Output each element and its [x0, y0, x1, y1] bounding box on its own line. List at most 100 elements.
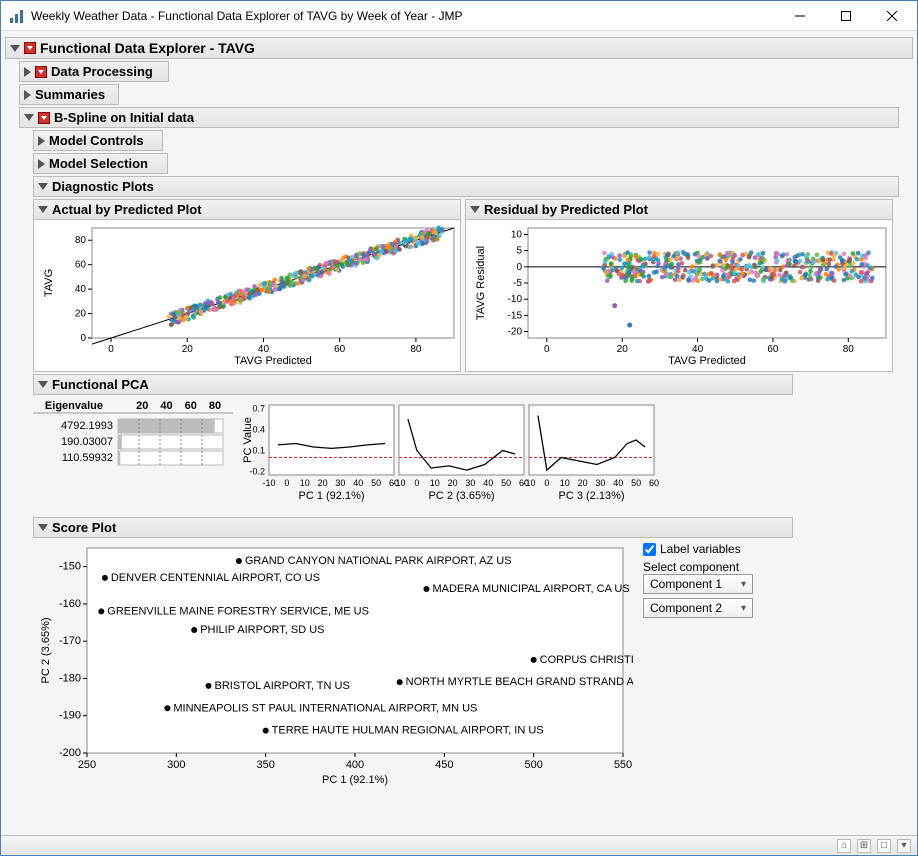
- svg-text:DENVER CENTENNIAL AIRPORT, CO: DENVER CENTENNIAL AIRPORT, CO US: [111, 572, 320, 584]
- eigenvalue-chart[interactable]: Eigenvalue204060804792.1993190.03007110.…: [33, 395, 233, 485]
- section-label: Score Plot: [52, 520, 116, 535]
- minimize-button[interactable]: [777, 2, 823, 30]
- svg-text:4792.1993: 4792.1993: [61, 420, 113, 432]
- diagnostic-plots-row: Actual by Predicted Plot 020406080020406…: [33, 199, 913, 372]
- title-bar: Weekly Weather Data - Functional Data Ex…: [1, 1, 917, 31]
- svg-text:0: 0: [544, 478, 549, 488]
- status-grid-icon[interactable]: ⊞: [857, 839, 871, 853]
- svg-text:300: 300: [167, 759, 185, 771]
- app-window: Weekly Weather Data - Functional Data Ex…: [0, 0, 918, 856]
- svg-text:-200: -200: [59, 747, 81, 759]
- select-component-label: Select component: [643, 560, 753, 574]
- status-menu-icon[interactable]: ▾: [897, 839, 911, 853]
- section-data-processing[interactable]: Data Processing: [19, 61, 169, 82]
- svg-text:10: 10: [560, 478, 570, 488]
- section-title: Functional Data Explorer - TAVG: [40, 40, 255, 56]
- svg-text:-160: -160: [59, 598, 81, 610]
- svg-text:60: 60: [334, 344, 346, 355]
- section-label: Functional PCA: [52, 377, 149, 392]
- combo-value: Component 2: [650, 601, 722, 615]
- residual-by-predicted-panel: Residual by Predicted Plot 020406080-20-…: [465, 199, 893, 372]
- svg-text:20: 20: [75, 309, 87, 320]
- svg-text:10: 10: [300, 478, 310, 488]
- close-icon: [887, 11, 897, 21]
- component2-combo[interactable]: Component 2 ▾: [643, 598, 753, 618]
- residual-by-predicted-chart[interactable]: 020406080-20-15-10-50510TAVG PredictedTA…: [466, 220, 892, 368]
- svg-text:40: 40: [160, 400, 172, 412]
- svg-text:PC 3 (2.13%): PC 3 (2.13%): [558, 490, 624, 502]
- section-main[interactable]: Functional Data Explorer - TAVG: [5, 37, 913, 59]
- svg-text:-10: -10: [508, 294, 523, 305]
- svg-text:40: 40: [353, 478, 363, 488]
- section-score-plot[interactable]: Score Plot: [33, 517, 793, 538]
- svg-text:80: 80: [209, 400, 221, 412]
- svg-text:GREENVILLE MAINE FORESTRY SERV: GREENVILLE MAINE FORESTRY SERVICE, ME US: [107, 605, 369, 617]
- svg-text:20: 20: [448, 478, 458, 488]
- status-home-icon[interactable]: ⌂: [837, 839, 851, 853]
- svg-text:-10: -10: [392, 478, 405, 488]
- svg-text:450: 450: [435, 759, 453, 771]
- svg-text:TAVG Predicted: TAVG Predicted: [234, 355, 312, 367]
- svg-text:MADERA MUNICIPAL AIRPORT, CA U: MADERA MUNICIPAL AIRPORT, CA US: [432, 583, 629, 595]
- svg-text:-10: -10: [262, 478, 275, 488]
- status-box-icon[interactable]: □: [877, 839, 891, 853]
- section-bspline[interactable]: B-Spline on Initial data: [19, 107, 899, 128]
- checkbox-label: Label variables: [660, 542, 741, 556]
- plot-title-label: Actual by Predicted Plot: [52, 202, 202, 217]
- section-label: Diagnostic Plots: [52, 179, 154, 194]
- app-icon: [9, 8, 25, 24]
- plot-title[interactable]: Actual by Predicted Plot: [34, 200, 460, 220]
- svg-text:-0.2: -0.2: [249, 467, 265, 477]
- svg-text:10: 10: [511, 229, 523, 240]
- chevron-down-icon: [24, 114, 34, 121]
- maximize-button[interactable]: [823, 2, 869, 30]
- chevron-down-icon: ▾: [741, 579, 746, 590]
- svg-text:60: 60: [185, 400, 197, 412]
- svg-text:0: 0: [544, 344, 550, 355]
- svg-text:-15: -15: [508, 310, 523, 321]
- svg-text:TAVG Predicted: TAVG Predicted: [668, 355, 746, 367]
- section-functional-pca[interactable]: Functional PCA: [33, 374, 793, 395]
- checkbox-input[interactable]: [643, 543, 656, 556]
- chevron-down-icon: [38, 381, 48, 388]
- section-label: Model Selection: [49, 156, 148, 171]
- plot-title[interactable]: Residual by Predicted Plot: [466, 200, 892, 220]
- plot-title-label: Residual by Predicted Plot: [484, 202, 648, 217]
- svg-text:40: 40: [692, 344, 704, 355]
- section-summaries[interactable]: Summaries: [19, 84, 119, 105]
- chevron-right-icon: [38, 136, 45, 146]
- svg-text:60: 60: [767, 344, 779, 355]
- score-plot-controls: Label variables Select component Compone…: [643, 538, 753, 788]
- svg-text:80: 80: [843, 344, 855, 355]
- chevron-down-icon: [38, 524, 48, 531]
- minimize-icon: [795, 11, 805, 21]
- score-plot-chart[interactable]: 250300350400450500550-200-190-180-170-16…: [33, 538, 633, 788]
- chevron-right-icon: [24, 90, 31, 100]
- svg-text:30: 30: [465, 478, 475, 488]
- svg-text:250: 250: [78, 759, 96, 771]
- section-diagnostic[interactable]: Diagnostic Plots: [33, 176, 899, 197]
- label-variables-checkbox[interactable]: Label variables: [643, 542, 753, 556]
- component1-combo[interactable]: Component 1 ▾: [643, 574, 753, 594]
- svg-text:-180: -180: [59, 672, 81, 684]
- pc-curves-chart[interactable]: PC Value-0.20.10.40.7-100102030405060PC …: [239, 395, 669, 515]
- close-button[interactable]: [869, 2, 915, 30]
- red-menu-icon[interactable]: [24, 42, 36, 54]
- svg-text:0: 0: [108, 344, 114, 355]
- svg-text:80: 80: [75, 235, 87, 246]
- svg-text:20: 20: [318, 478, 328, 488]
- section-label: B-Spline on Initial data: [54, 110, 194, 125]
- actual-by-predicted-chart[interactable]: 020406080020406080TAVG PredictedTAVG: [34, 220, 460, 368]
- section-model-controls[interactable]: Model Controls: [33, 130, 163, 151]
- window-buttons: [777, 2, 915, 30]
- svg-text:20: 20: [578, 478, 588, 488]
- section-model-selection[interactable]: Model Selection: [33, 153, 168, 174]
- section-label: Model Controls: [49, 133, 144, 148]
- svg-text:TAVG: TAVG: [43, 269, 55, 297]
- svg-text:60: 60: [649, 478, 659, 488]
- svg-text:0.1: 0.1: [252, 446, 265, 456]
- svg-text:NORTH MYRTLE BEACH GRAND STRAN: NORTH MYRTLE BEACH GRAND STRAND AIRPORT,…: [406, 676, 633, 688]
- section-label: Data Processing: [51, 64, 153, 79]
- red-menu-icon[interactable]: [35, 66, 47, 78]
- red-menu-icon[interactable]: [38, 112, 50, 124]
